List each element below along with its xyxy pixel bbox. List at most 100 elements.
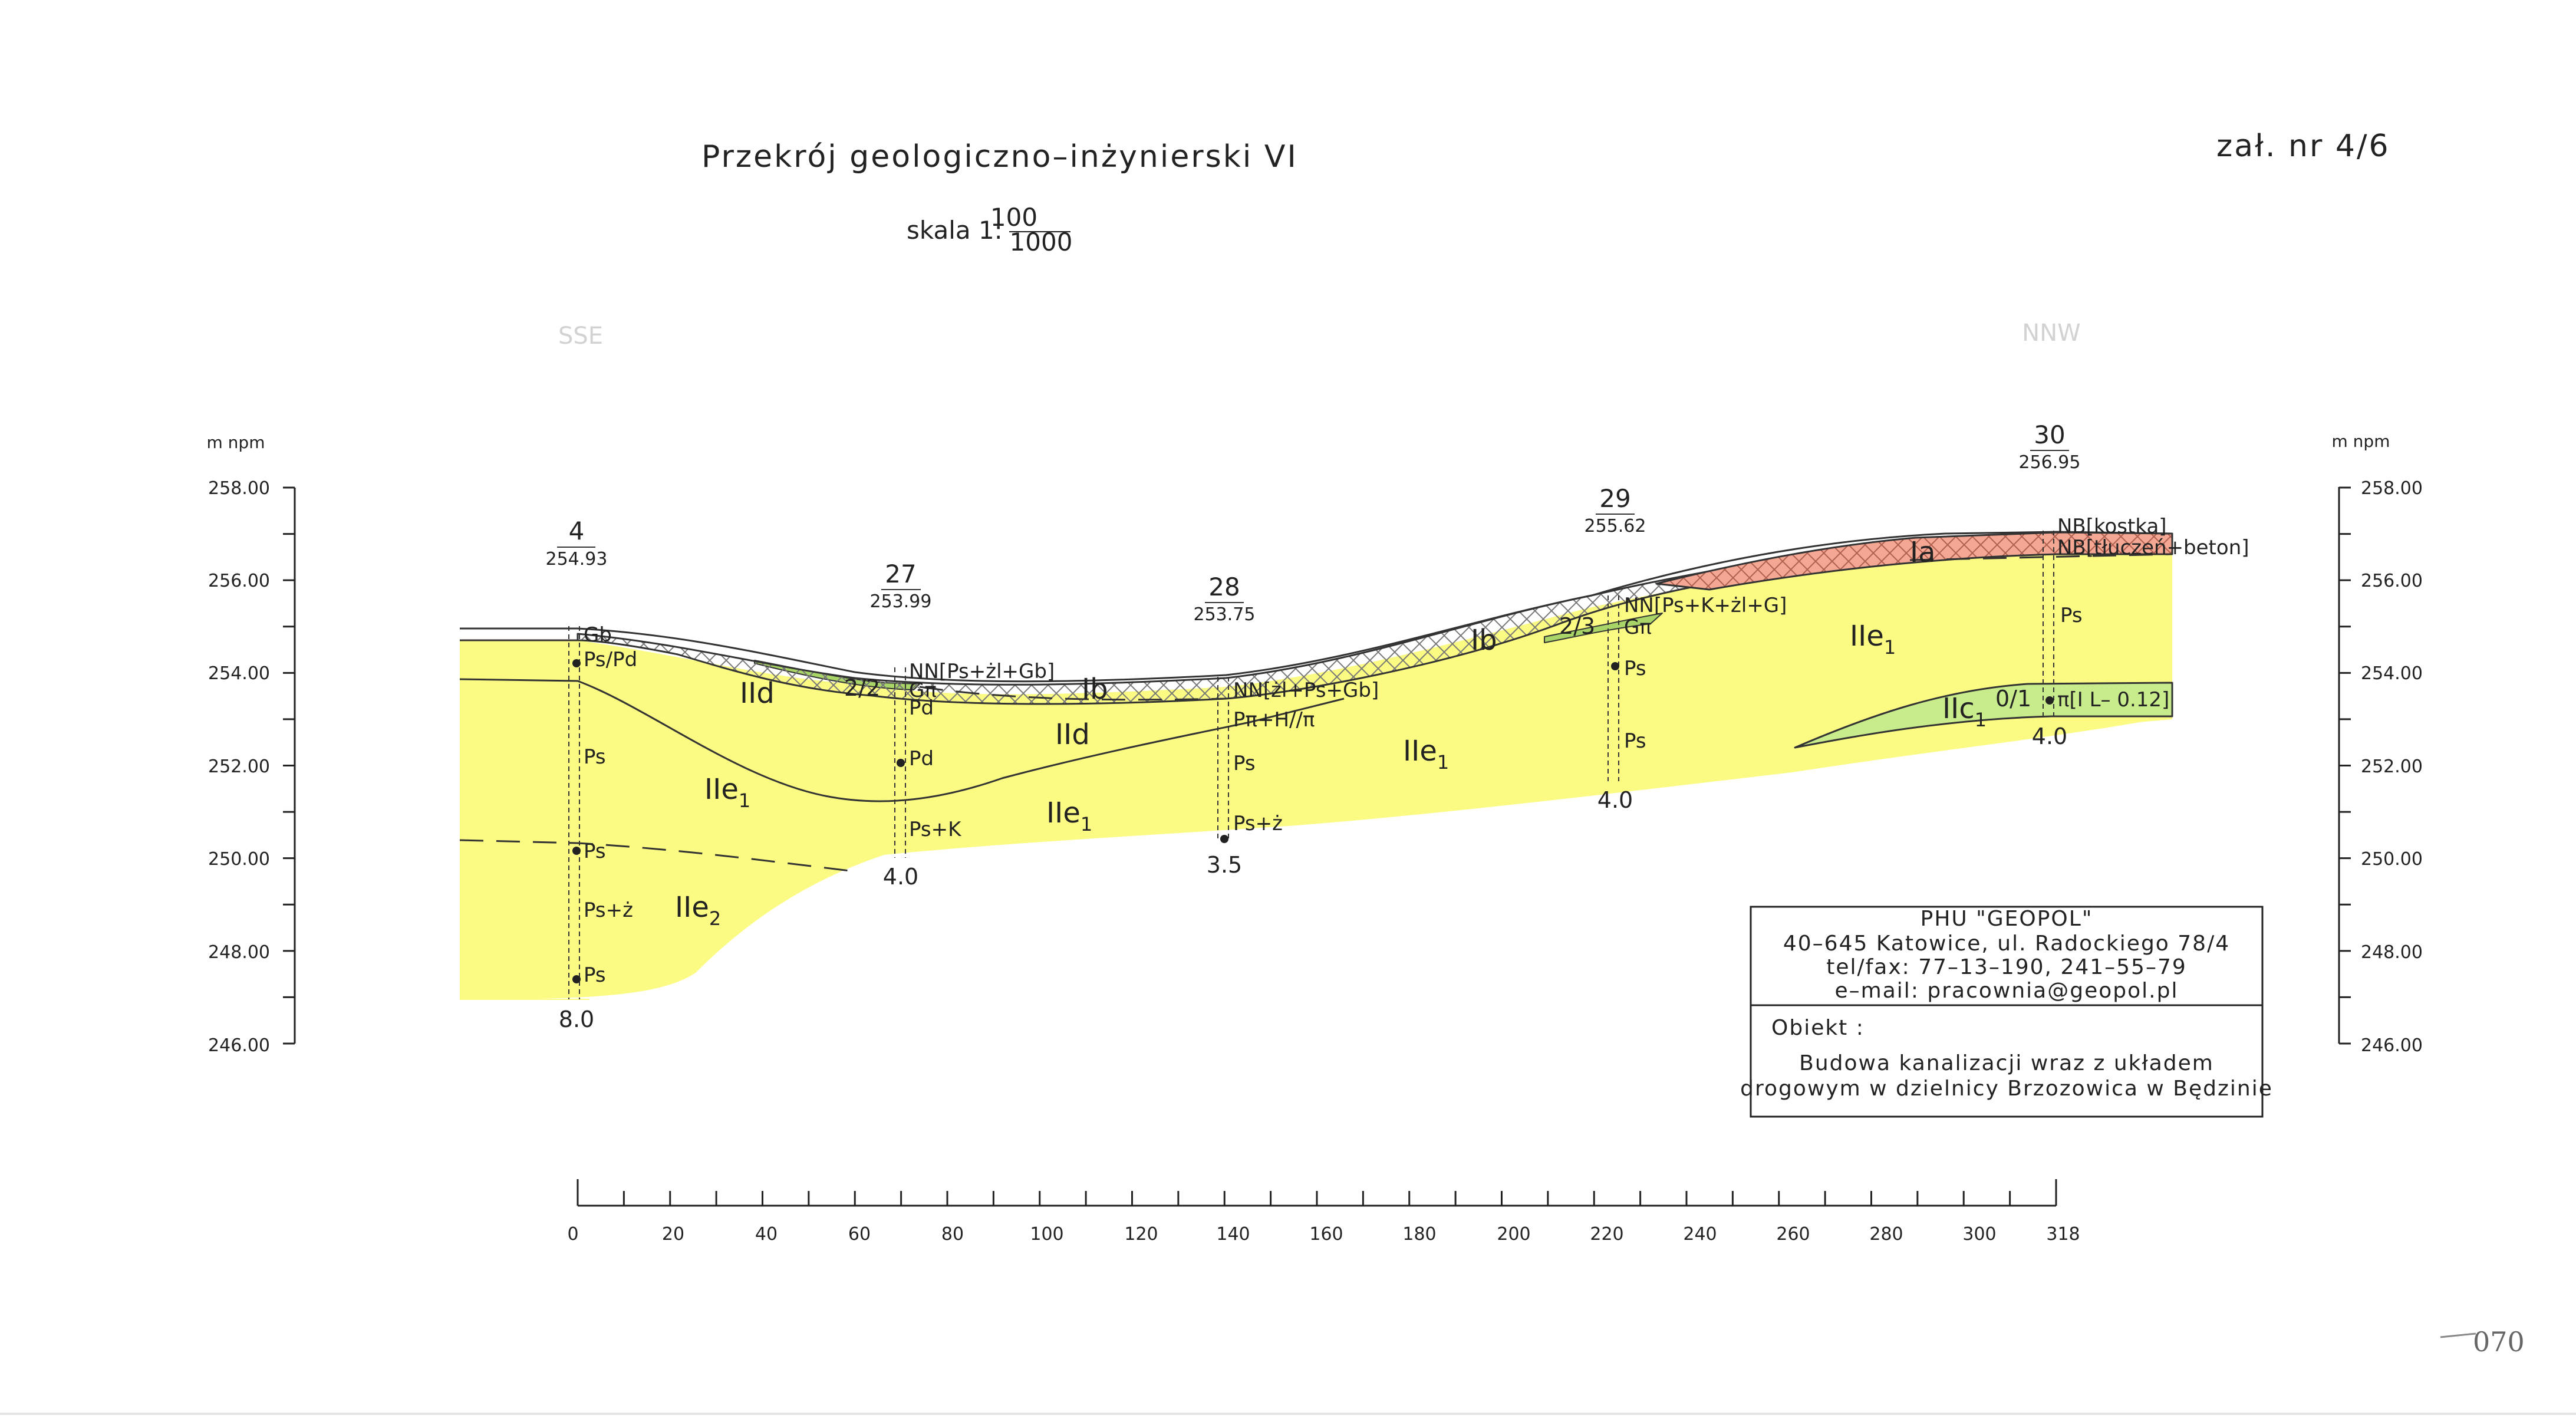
distance-label: 240 (1683, 1224, 1717, 1245)
soil-label: Ps (1624, 657, 1646, 680)
sample-point (2045, 696, 2054, 705)
sample-point (572, 659, 581, 667)
soil-label: NN[Ps+żl+Gb] (909, 660, 1055, 683)
groundwater-mark: 2/2 (844, 675, 880, 701)
distance-label: 260 (1776, 1224, 1810, 1245)
borehole-depths: 8.0 4.0 3.5 4.0 4.0 (559, 723, 2067, 1032)
layer-symbol-iie1: IIe1 (704, 773, 750, 812)
company-email: e–mail: pracownia@geopol.pl (1835, 979, 2179, 1003)
elevation-label-right: 256.00 (2361, 571, 2423, 591)
sample-point (897, 759, 905, 767)
soil-label: NB[kostka] (2057, 515, 2167, 538)
direction-right: NNW (2022, 320, 2080, 347)
soil-label: Ps+K (909, 818, 962, 841)
company-box-frame (1750, 906, 2264, 1118)
soil-label: NB[tłuczeń+beton] (2057, 536, 2249, 560)
layer-symbol-iie1: IIe1 (1403, 735, 1449, 774)
soil-labels: Gb Ps/Pd Ps Ps Ps+ż Ps NN[Ps+żl+Gb] Gπ P… (584, 515, 2249, 987)
stamp-line (2440, 1332, 2476, 1338)
distance-scale: 0 20 40 60 80 100 120 140 160 180 200 22… (567, 1179, 2080, 1245)
distance-label: 80 (941, 1224, 964, 1245)
borehole-number: 29 (1599, 484, 1630, 513)
object-description-line2: drogowym w dzielnicy Brzozowica w Będzin… (1740, 1077, 2273, 1101)
soil-label: NN[Ps+K+żl+G] (1624, 594, 1787, 617)
soil-label: π[I L– 0.12] (2057, 688, 2169, 712)
boreholes (568, 531, 2054, 999)
soil-label: Ps (584, 840, 606, 863)
sample-point (572, 847, 581, 855)
layer-symbol-iid: IId (1055, 718, 1090, 751)
distance-label: 120 (1124, 1224, 1158, 1245)
distance-label: 200 (1497, 1224, 1530, 1245)
soil-label: Ps+ż (584, 899, 633, 922)
elevation-ticks-left (283, 486, 295, 1045)
elevation-label-left: 250.00 (208, 849, 270, 870)
soil-label: Ps (584, 745, 606, 769)
ground-surface-line (460, 531, 2173, 683)
soil-label: Ps/Pd (584, 648, 637, 672)
borehole-depth: 8.0 (559, 1006, 594, 1032)
distance-label: 180 (1402, 1224, 1436, 1245)
elevation-label-right: 258.00 (2361, 478, 2423, 499)
layer-symbol-ia: Ia (1910, 536, 1936, 569)
distance-label: 40 (755, 1224, 778, 1245)
object-description-line1: Budowa kanalizacji wraz z układem (1799, 1051, 2214, 1075)
sample-point (1611, 662, 1619, 670)
borehole-elevation: 256.95 (2019, 452, 2081, 473)
page-title: Przekrój geologiczno–inżynierski VI (701, 139, 1298, 175)
distance-label: 140 (1216, 1224, 1250, 1245)
archive-stamp: 070 (2473, 1326, 2525, 1358)
elevation-label-right: 254.00 (2361, 663, 2423, 684)
elevation-label-left: 254.00 (208, 663, 270, 684)
groundwater-marks: 2/2 2/3 0/1 (844, 613, 2031, 712)
scale-prefix: skala 1: (907, 216, 1003, 245)
soil-label: NN[żl+Ps+Gb] (1233, 679, 1379, 702)
distance-label: 60 (848, 1224, 871, 1245)
company-name: PHU "GEOPOL" (1921, 907, 2093, 931)
elevation-label-left: 258.00 (208, 478, 270, 499)
soil-label: Pd (909, 747, 934, 771)
distance-label: 280 (1869, 1224, 1903, 1245)
soil-label: Ps (2060, 604, 2083, 627)
layer-clay-iic (1794, 682, 2173, 749)
soil-label: Gπ (1624, 616, 1652, 639)
distance-label: 318 (2046, 1224, 2080, 1245)
attachment-number: zał. nr 4/6 (2216, 129, 2390, 164)
borehole-depth: 3.5 (1207, 852, 1242, 878)
elevation-label-right: 248.00 (2361, 942, 2423, 963)
soil-label: Gπ (909, 679, 937, 702)
soil-label: Ps+ż (1233, 812, 1283, 835)
layer-clay-thin-right (1544, 613, 1663, 643)
scale-numerator: 100 (990, 203, 1037, 232)
layer-symbol-ib: Ib (1471, 624, 1497, 657)
distance-label: 220 (1590, 1224, 1623, 1245)
company-info-box: PHU "GEOPOL" 40–645 Katowice, ul. Radock… (1740, 906, 2273, 1118)
layer-symbol-iie2: IIe2 (675, 891, 721, 930)
company-address: 40–645 Katowice, ul. Radockiego 78/4 (1783, 932, 2230, 956)
groundwater-mark: 2/3 (1559, 613, 1595, 639)
layer-symbol-iie1: IIe1 (1850, 620, 1896, 659)
soil-label: Pd (909, 696, 934, 720)
borehole-depth: 4.0 (1597, 787, 1633, 813)
distance-label: 20 (662, 1224, 684, 1245)
layer-symbols: Ia Ib Ib IId IId IIe1 IIe1 IIe1 IIe1 IIe… (675, 536, 1987, 930)
layer-boundary-iie1-iie2 (459, 839, 855, 873)
layer-fill-ia (1655, 531, 2173, 591)
layer-symbol-iid: IId (740, 677, 775, 710)
distance-label: 0 (567, 1224, 578, 1245)
soil-label: Pπ+H//π (1233, 708, 1315, 732)
elevation-label-left: 252.00 (208, 756, 270, 777)
elevation-label-right: 246.00 (2361, 1035, 2423, 1056)
elevation-unit-right: m npm (2332, 432, 2390, 451)
soil-label: Gb (584, 623, 612, 647)
borehole-depth: 4.0 (2032, 723, 2067, 749)
elevation-labels-left: 258.00 256.00 254.00 252.00 250.00 248.0… (208, 478, 270, 1056)
borehole-elevation: 253.75 (1194, 604, 1256, 625)
layer-boundary-fill-dashed (919, 553, 2173, 701)
borehole-elevation: 254.93 (546, 549, 608, 570)
groundwater-mark: 0/1 (1995, 686, 2031, 712)
layer-symbol-iic1: IIc1 (1942, 692, 1987, 731)
distance-label: 160 (1309, 1224, 1343, 1245)
elevation-label-left: 256.00 (208, 571, 270, 591)
